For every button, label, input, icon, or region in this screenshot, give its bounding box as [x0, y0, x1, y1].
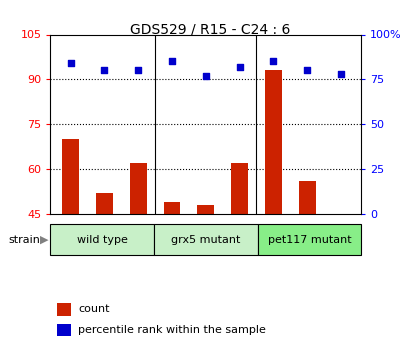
- FancyBboxPatch shape: [50, 224, 154, 255]
- Bar: [96, 193, 113, 214]
- Text: count: count: [79, 304, 110, 314]
- Point: [236, 64, 243, 70]
- Point: [338, 71, 344, 77]
- Text: pet117 mutant: pet117 mutant: [268, 235, 351, 245]
- Text: ▶: ▶: [40, 235, 48, 245]
- Bar: [62, 139, 79, 214]
- Point: [270, 59, 277, 64]
- Text: strain: strain: [8, 235, 40, 245]
- Bar: [130, 163, 147, 214]
- FancyBboxPatch shape: [154, 224, 257, 255]
- Bar: [57, 303, 71, 316]
- Point: [169, 59, 176, 64]
- Bar: [299, 181, 315, 214]
- Point: [202, 73, 209, 79]
- Bar: [57, 324, 71, 336]
- Bar: [231, 163, 248, 214]
- Point: [135, 68, 142, 73]
- Text: GDS529 / R15 - C24 : 6: GDS529 / R15 - C24 : 6: [130, 22, 290, 37]
- Bar: [265, 70, 282, 214]
- FancyBboxPatch shape: [257, 224, 361, 255]
- Text: grx5 mutant: grx5 mutant: [171, 235, 241, 245]
- Bar: [163, 202, 181, 214]
- Point: [304, 68, 310, 73]
- Text: wild type: wild type: [77, 235, 128, 245]
- Text: percentile rank within the sample: percentile rank within the sample: [79, 325, 266, 335]
- Point: [67, 60, 74, 66]
- Point: [101, 68, 108, 73]
- Bar: [197, 205, 214, 214]
